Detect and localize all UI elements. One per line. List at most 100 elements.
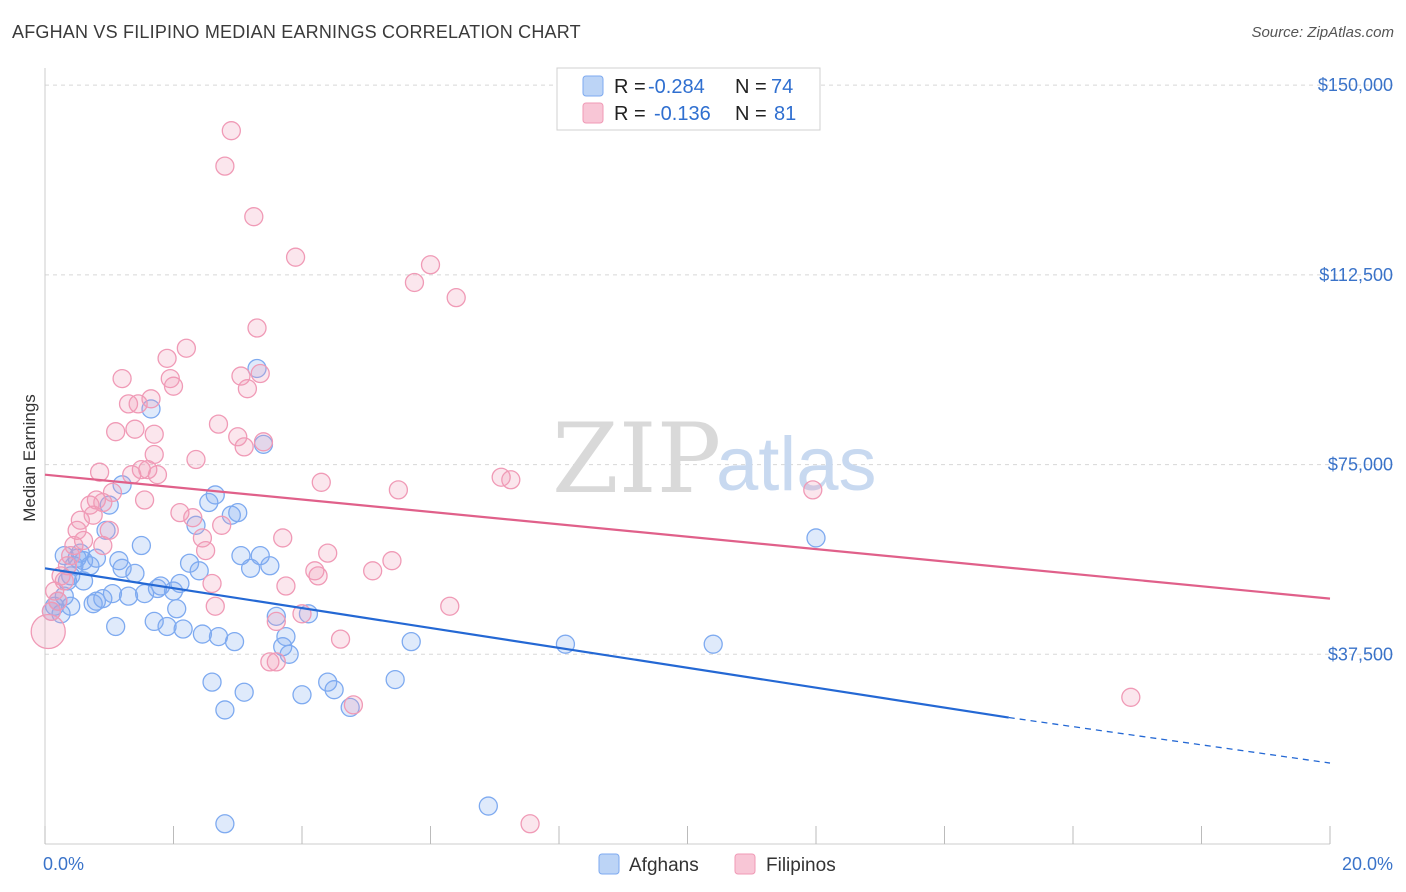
filipinos-point	[134, 490, 155, 510]
filipinos-point	[308, 566, 328, 586]
afghans-point	[118, 586, 139, 606]
filipinos-point	[244, 207, 264, 227]
series-legend-swatch-afghans	[598, 853, 620, 875]
filipinos-point	[102, 482, 123, 503]
filipinos-point	[208, 414, 229, 434]
watermark-zip: ZIP	[552, 403, 721, 515]
filipinos-point	[247, 318, 267, 338]
source-label: Source: ZipAtlas.com	[1251, 24, 1394, 41]
series-legend-filipinos: Filipinos	[766, 855, 836, 876]
filipinos-point	[89, 462, 110, 482]
legend-swatch-filipinos	[582, 102, 604, 124]
series-legend-swatch-filipinos	[734, 853, 756, 875]
filipinos-point	[276, 576, 296, 596]
legend-r-value: -0.284	[648, 76, 705, 98]
series-legend-afghans: Afghans	[629, 855, 699, 876]
filipinos-point	[237, 379, 258, 399]
filipinos-point	[195, 540, 216, 561]
filipinos-point	[501, 470, 521, 490]
afghans-point	[703, 634, 723, 654]
filipinos-point	[112, 368, 132, 389]
filipinos-point	[93, 492, 113, 513]
trend-lines	[44, 473, 1331, 764]
filipinos-point	[125, 419, 145, 439]
filipinos-point	[318, 543, 338, 563]
filipinos-point	[388, 480, 409, 500]
filipinos-point	[266, 611, 286, 632]
filipinos-point	[215, 156, 235, 176]
filipinos-point	[205, 596, 225, 616]
filipinos-point	[176, 338, 197, 358]
afghans-point	[192, 624, 213, 644]
filipinos-point	[30, 613, 66, 650]
filipinos-point	[64, 535, 84, 556]
legend-swatch-afghans	[582, 75, 604, 97]
y-tick-labels: $37,500 $75,000 $112,500 $150,000	[1318, 75, 1393, 664]
afghans-point	[324, 680, 344, 700]
filipinos-point	[141, 389, 161, 409]
y-tick-label: $150,000	[1318, 75, 1393, 95]
afghans-point	[102, 583, 123, 604]
x-tick-labels: 0.0% 20.0%	[43, 854, 1393, 874]
series-legend: Afghans Filipinos	[598, 853, 836, 876]
afghans-point	[189, 561, 209, 581]
filipinos-point	[144, 424, 164, 444]
y-tick-label: $37,500	[1328, 644, 1393, 664]
afghans-trend-line	[44, 567, 1009, 719]
afghans-point	[215, 814, 235, 834]
filipinos-point	[273, 528, 293, 548]
filipinos-point	[93, 535, 113, 556]
legend-r-label: R =	[614, 76, 646, 98]
filipinos-point	[363, 561, 383, 581]
afghans-point	[385, 669, 405, 690]
watermark: ZIP atlas	[552, 403, 877, 515]
afghans-point	[478, 796, 498, 816]
filipinos-trend-line	[44, 473, 1331, 600]
afghans-point	[157, 616, 177, 637]
filipinos-point	[343, 695, 364, 715]
filipinos-point	[186, 449, 206, 470]
legend-r-label: R =	[614, 103, 646, 125]
legend-n-value: 74	[771, 76, 793, 98]
afghans-point	[250, 545, 270, 566]
filipinos-points	[30, 121, 1141, 834]
y-tick-label: $112,500	[1319, 265, 1393, 285]
x-tick-label: 20.0%	[1342, 854, 1393, 874]
afghans-point	[179, 553, 200, 573]
filipinos-point	[1121, 687, 1141, 707]
axes	[44, 68, 1331, 845]
legend-r-value: -0.136	[654, 103, 711, 125]
correlation-legend: R = -0.284 N = 74 R = -0.136 N = 81	[556, 67, 821, 131]
y-tick-label: $75,000	[1328, 455, 1393, 475]
chart-title: AFGHAN VS FILIPINO MEDIAN EARNINGS CORRE…	[12, 22, 581, 42]
filipinos-point	[73, 530, 94, 551]
afghans-point	[208, 626, 229, 647]
afghans-point	[205, 485, 225, 505]
afghans-points	[41, 358, 826, 834]
filipinos-point	[803, 480, 823, 500]
filipinos-point	[266, 652, 286, 672]
afghans-point	[260, 556, 280, 576]
afghans-point	[292, 685, 312, 705]
afghans-point	[228, 502, 248, 523]
afghans-point	[131, 535, 152, 556]
filipinos-point	[147, 465, 168, 485]
filipinos-point	[48, 591, 68, 611]
filipinos-point	[183, 508, 203, 528]
filipinos-point	[221, 121, 241, 141]
filipinos-point	[404, 272, 425, 293]
filipinos-point	[446, 287, 466, 308]
filipinos-point	[260, 652, 280, 672]
afghans-point	[125, 563, 145, 584]
afghans-point	[234, 682, 254, 702]
afghans-point	[73, 571, 94, 591]
filipinos-point	[212, 515, 232, 535]
filipinos-point	[311, 472, 331, 492]
x-tick-label: 0.0%	[43, 854, 84, 874]
filipinos-point	[228, 427, 248, 447]
afghans-point	[199, 492, 219, 513]
afghans-point	[224, 631, 245, 652]
filipinos-point	[144, 444, 164, 465]
filipinos-point	[420, 255, 441, 275]
